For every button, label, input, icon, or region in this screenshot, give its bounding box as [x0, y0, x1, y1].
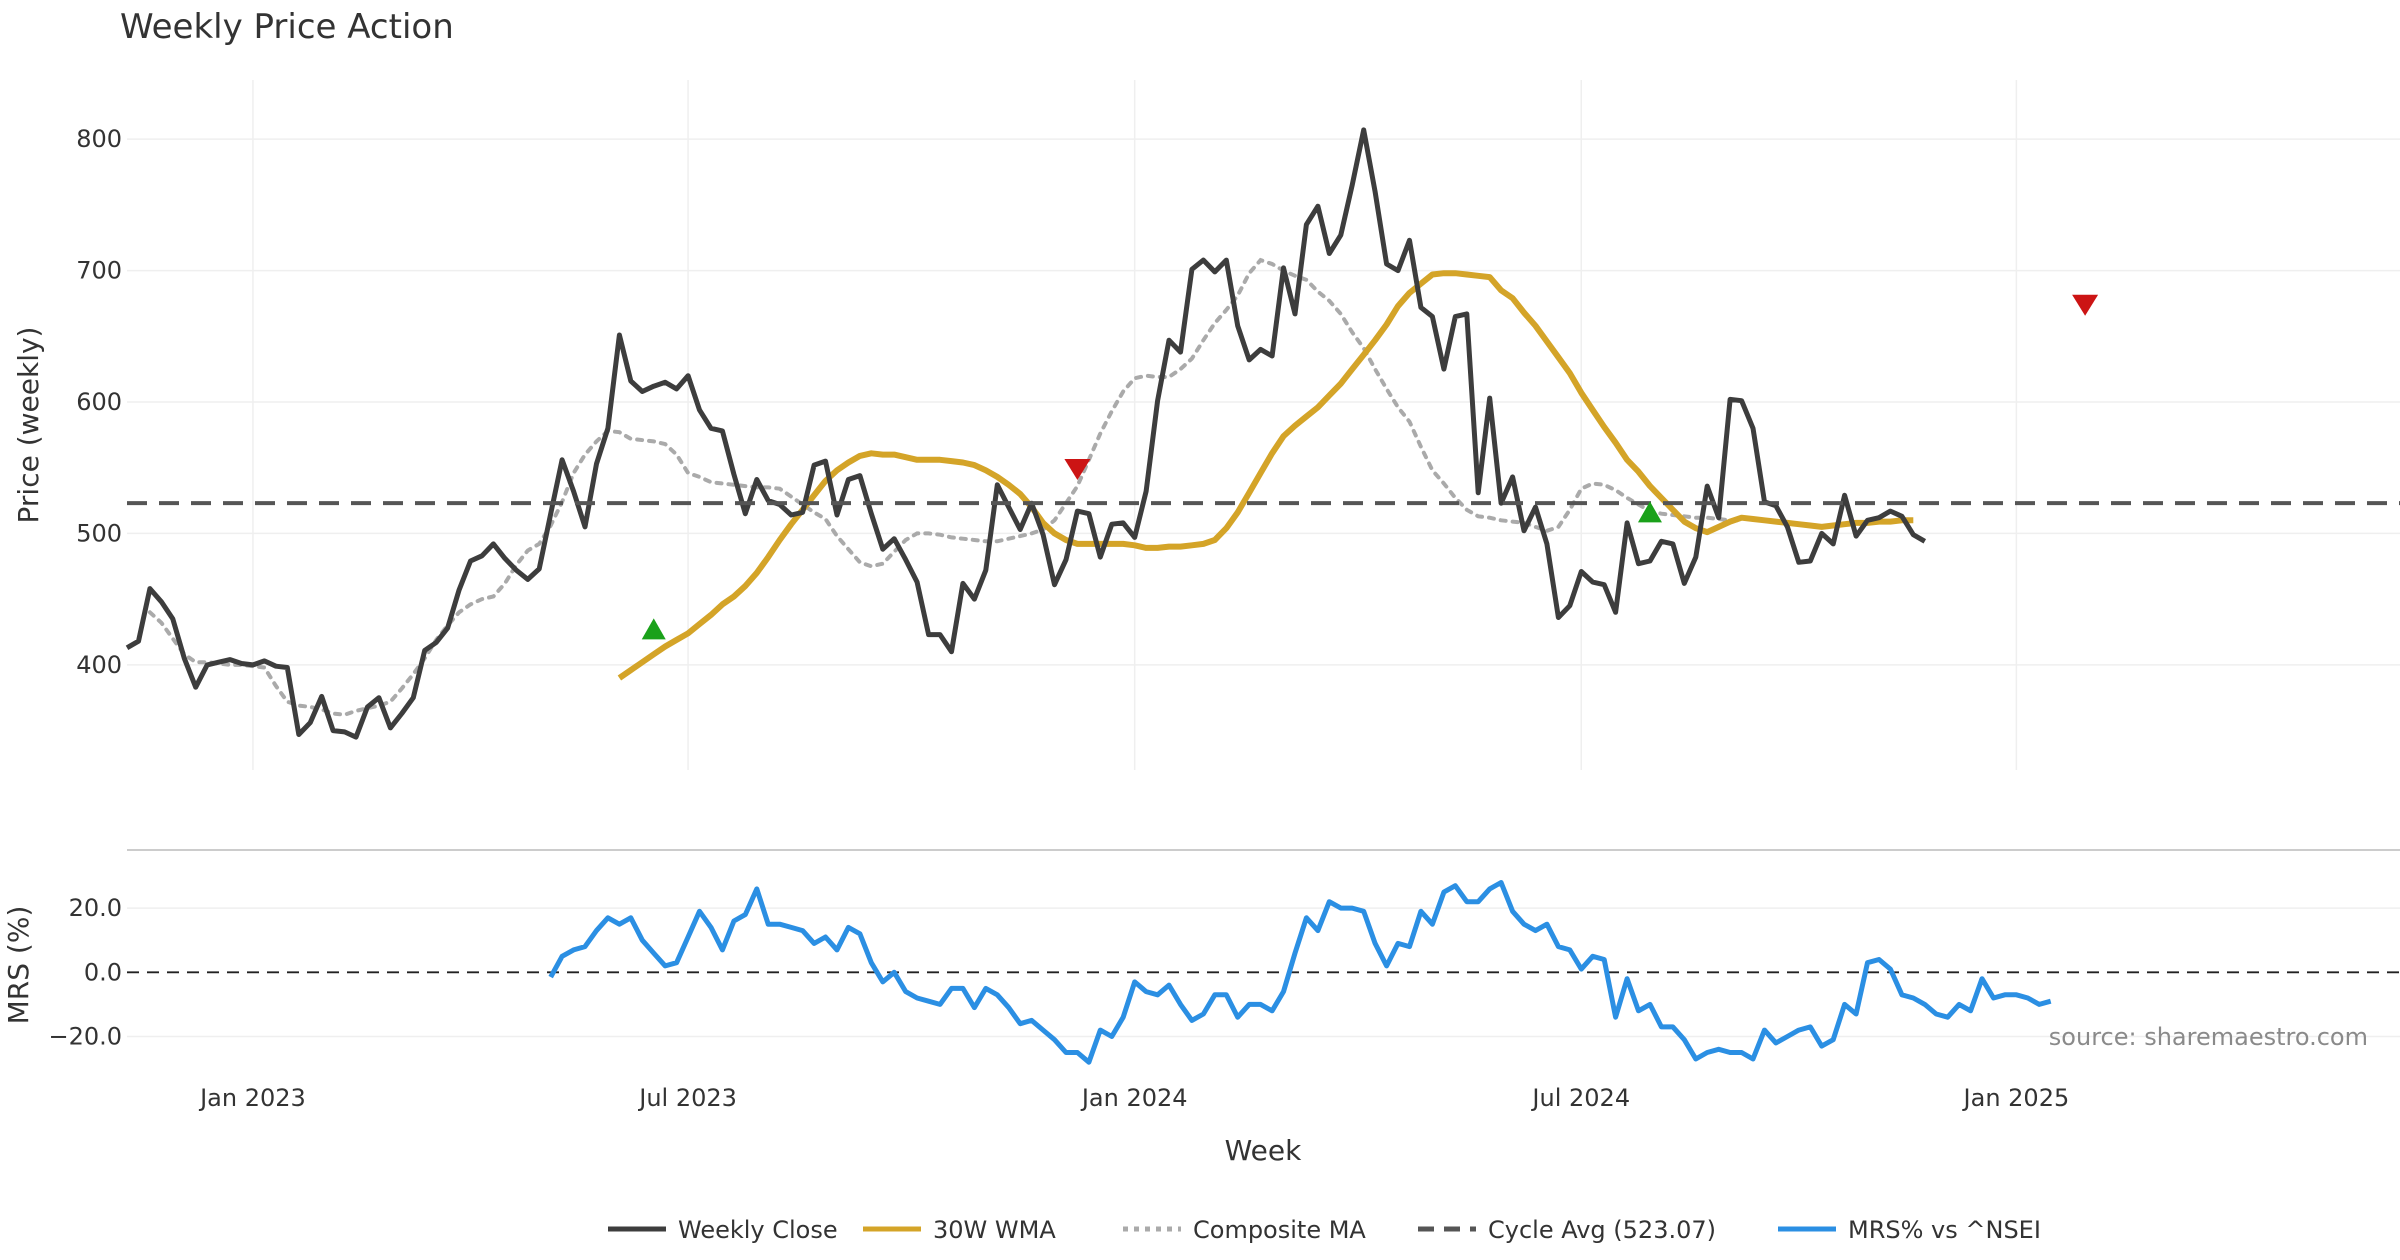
price-panel-grid [127, 80, 2400, 770]
mrs-y-tick-label: 20.0 [69, 894, 122, 922]
x-tick-label: Jan 2024 [1080, 1084, 1188, 1112]
legend-label: Composite MA [1193, 1216, 1366, 1244]
price-series-group [125, 127, 2400, 740]
mrs-panel-grid [127, 907, 2400, 1038]
legend-label: MRS% vs ^NSEI [1848, 1216, 2041, 1244]
composite-ma-line [147, 257, 1744, 717]
legend-label: 30W WMA [933, 1216, 1056, 1244]
price-y-tick-label: 500 [76, 519, 122, 547]
legend-label: Cycle Avg (523.07) [1488, 1216, 1716, 1244]
buy-signal-marker [641, 618, 666, 640]
x-axis-label: Week [1225, 1134, 1302, 1167]
sell-signal-marker [1064, 459, 1091, 481]
source-label: source: sharemaestro.com [2049, 1023, 2368, 1051]
mrs-y-axis-label: MRS (%) [2, 906, 35, 1025]
x-tick-label: Jan 2023 [198, 1084, 306, 1112]
weekly-close-line [125, 127, 1927, 740]
price-y-ticks: 400 500 600 700 800 [76, 125, 122, 679]
chart-title: Weekly Price Action [120, 7, 454, 47]
mrs-y-ticks: 20.0 0.0 −20.0 [48, 894, 122, 1050]
price-y-tick-label: 700 [76, 257, 122, 285]
x-tick-label: Jan 2025 [1962, 1084, 2070, 1112]
price-y-tick-label: 600 [76, 388, 122, 416]
x-axis-ticks: Jan 2023 Jul 2023 Jan 2024 Jul 2024 Jan 2025… [198, 1084, 2070, 1112]
mrs-series-group [548, 880, 2052, 1065]
legend-label: Weekly Close [678, 1216, 838, 1244]
mrs-line [548, 880, 2052, 1065]
x-tick-label: Jul 2023 [637, 1084, 737, 1112]
legend: Weekly Close 30W WMA Composite MA Cycle Avg… [608, 1216, 2041, 1244]
x-tick-label: Jul 2024 [1530, 1084, 1630, 1112]
signal-markers [641, 294, 2099, 640]
price-y-tick-label: 800 [76, 125, 122, 153]
mrs-y-tick-label: −20.0 [48, 1022, 122, 1050]
price-y-axis-label: Price (weekly) [12, 327, 45, 524]
wma-30w-line [617, 270, 1914, 681]
sell-signal-marker [2072, 294, 2099, 316]
buy-signal-marker [1637, 501, 1662, 523]
mrs-y-tick-label: 0.0 [84, 958, 122, 986]
price-y-tick-label: 400 [76, 651, 122, 679]
